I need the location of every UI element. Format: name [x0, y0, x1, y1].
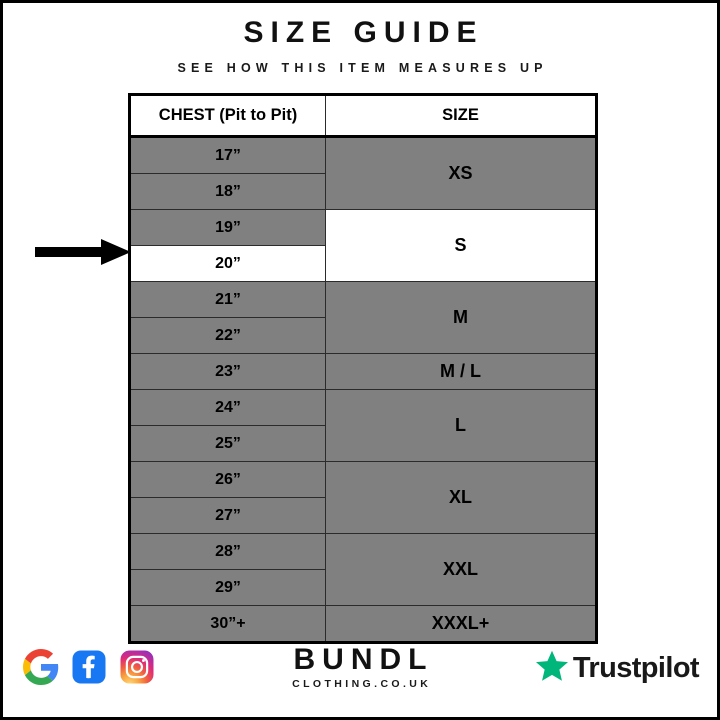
chest-cell: 20” — [129, 245, 326, 282]
chest-cell: 25” — [129, 425, 326, 462]
header: SIZE GUIDE SEE HOW THIS ITEM MEASURES UP — [3, 3, 717, 75]
table-header: CHEST (Pit to Pit) SIZE — [129, 94, 597, 138]
table-row: 23” M / L — [129, 353, 597, 390]
chest-cell: 24” — [129, 389, 326, 426]
facebook-icon[interactable] — [71, 649, 107, 685]
chest-cell: 26” — [129, 461, 326, 498]
chest-cell: 21” — [129, 281, 326, 318]
table-row: 27” — [129, 497, 597, 534]
brand-logo: BUNDL CLOTHING.CO.UK — [3, 643, 717, 691]
table-row: 20” — [129, 245, 597, 282]
column-header-chest: CHEST (Pit to Pit) — [129, 94, 326, 138]
size-cell: M — [325, 281, 597, 354]
size-cell: M / L — [325, 353, 597, 390]
google-icon[interactable] — [23, 649, 59, 685]
size-cell: S — [325, 209, 597, 282]
trustpilot-star-icon — [535, 649, 569, 688]
chest-cell: 28” — [129, 533, 326, 570]
chest-cell: 29” — [129, 569, 326, 606]
chest-cell: 22” — [129, 317, 326, 354]
table-row: 29” — [129, 569, 597, 606]
instagram-icon[interactable] — [119, 649, 155, 685]
size-cell: L — [325, 389, 597, 462]
selected-size-arrow-icon — [35, 239, 131, 265]
chest-cell: 23” — [129, 353, 326, 390]
size-cell: XXL — [325, 533, 597, 606]
chest-cell: 18” — [129, 173, 326, 210]
table-row: 30”+ XXXL+ — [129, 605, 597, 643]
page-subtitle: SEE HOW THIS ITEM MEASURES UP — [177, 60, 548, 75]
chest-cell: 17” — [129, 136, 326, 174]
table-row: 24” L — [129, 389, 597, 462]
table-body: 17” XS 18” 19” S 20” 21” M 22” 23” M / L 24” L 25” 26”… — [129, 136, 597, 643]
size-cell: XS — [325, 136, 597, 210]
table-row: 21” M — [129, 281, 597, 354]
table-row: 25” — [129, 425, 597, 462]
table-row: 28” XXL — [129, 533, 597, 606]
size-table-wrapper: CHEST (Pit to Pit) SIZE 17” XS 18” 19” S 20” 2… — [128, 93, 598, 644]
table-row: 17” XS — [129, 136, 597, 210]
trustpilot-logo[interactable]: Trustpilot — [535, 649, 700, 688]
chest-cell: 19” — [129, 209, 326, 246]
size-table: CHEST (Pit to Pit) SIZE 17” XS 18” 19” S 20” 2… — [128, 93, 598, 644]
brand-name: BUNDL — [293, 643, 434, 676]
chest-cell: 27” — [129, 497, 326, 534]
table-header-row: CHEST (Pit to Pit) SIZE — [129, 94, 597, 138]
brand-domain: CLOTHING.CO.UK — [292, 678, 432, 690]
trustpilot-wordmark: Trustpilot — [572, 652, 700, 684]
footer: BUNDL CLOTHING.CO.UK Trustpilot — [3, 641, 717, 703]
size-cell: XXXL+ — [325, 605, 597, 643]
social-links — [23, 649, 155, 685]
table-row: 18” — [129, 173, 597, 210]
size-cell: XL — [325, 461, 597, 534]
chest-cell: 30”+ — [129, 605, 326, 643]
table-row: 26” XL — [129, 461, 597, 534]
table-row: 19” S — [129, 209, 597, 282]
page-title: SIZE GUIDE — [243, 16, 484, 49]
column-header-size: SIZE — [325, 94, 597, 138]
